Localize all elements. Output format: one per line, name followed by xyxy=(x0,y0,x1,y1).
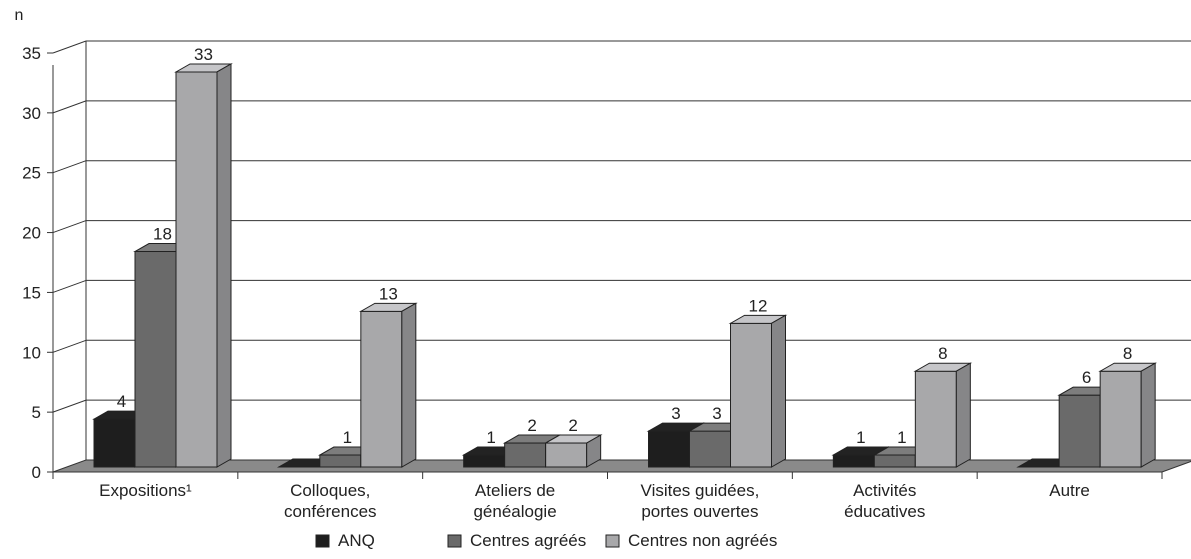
data-label: 6 xyxy=(1082,368,1091,387)
bar xyxy=(648,430,690,468)
bar xyxy=(730,322,772,468)
gridline-diagonal xyxy=(52,339,87,353)
y-tick-label: 30 xyxy=(22,104,41,123)
data-label: 8 xyxy=(1123,344,1132,363)
legend-swatch xyxy=(605,534,620,548)
x-tick-label: Visites guidées, xyxy=(641,481,760,500)
legend-label: Centres non agréés xyxy=(628,531,777,550)
x-tick-label: conférences xyxy=(284,502,377,521)
data-label: 1 xyxy=(856,428,865,447)
gridline-diagonal xyxy=(52,40,87,54)
bar xyxy=(1099,370,1142,468)
gridline-diagonal xyxy=(52,160,87,174)
x-tick-label: Ateliers de xyxy=(475,481,555,500)
x-tick-label: Expositions¹ xyxy=(99,481,192,500)
data-label: 18 xyxy=(153,225,172,244)
bar-side xyxy=(401,302,417,468)
bar-side xyxy=(955,362,971,468)
x-tick-label: portes ouvertes xyxy=(641,502,758,521)
bar xyxy=(873,454,916,468)
data-label: 12 xyxy=(749,296,768,315)
x-tick-label: généalogie xyxy=(473,502,556,521)
gridline-diagonal xyxy=(52,279,87,293)
bar xyxy=(93,418,136,468)
bar xyxy=(319,454,362,468)
bar-side xyxy=(216,63,232,468)
bar-side xyxy=(771,314,786,468)
bar xyxy=(463,454,506,468)
data-label: 33 xyxy=(194,45,213,64)
y-tick-label: 5 xyxy=(32,403,41,422)
data-label: 2 xyxy=(527,416,536,435)
y-tick-label: 20 xyxy=(22,224,41,243)
legend-swatch xyxy=(447,534,462,548)
data-label: 3 xyxy=(712,404,721,423)
gridline-diagonal xyxy=(52,100,87,114)
bar xyxy=(914,370,957,468)
bar xyxy=(504,442,547,468)
legend-label: ANQ xyxy=(338,531,375,550)
y-tick-label: 15 xyxy=(22,283,41,302)
gridline-diagonal xyxy=(52,399,87,413)
data-label: 13 xyxy=(379,284,398,303)
legend-label: Centres agréés xyxy=(470,531,586,550)
x-tick-label: Autre xyxy=(1049,481,1090,500)
data-label: 1 xyxy=(897,428,906,447)
y-tick-label: 25 xyxy=(22,164,41,183)
bar xyxy=(1058,394,1101,468)
x-tick-label: éducatives xyxy=(844,502,925,521)
data-label: 1 xyxy=(486,428,495,447)
bar xyxy=(832,454,875,468)
y-tick-label: 35 xyxy=(22,44,41,63)
bar xyxy=(545,442,588,468)
x-tick-label: Colloques, xyxy=(290,481,370,500)
data-label: 4 xyxy=(117,392,126,411)
bar-side xyxy=(1140,362,1156,468)
bar xyxy=(134,251,177,468)
bar-side xyxy=(586,434,602,468)
data-label: 8 xyxy=(938,344,947,363)
data-label: 2 xyxy=(568,416,577,435)
legend-swatch xyxy=(315,534,330,548)
bar xyxy=(689,430,731,468)
y-tick-label: 0 xyxy=(32,463,41,482)
y-tick-label: 10 xyxy=(22,343,41,362)
data-label: 1 xyxy=(343,428,352,447)
x-tick-label: Activités xyxy=(853,481,916,500)
bar xyxy=(175,71,218,468)
gridline-diagonal xyxy=(52,220,87,234)
data-label: 3 xyxy=(671,404,680,423)
bar xyxy=(360,310,403,468)
y-axis-label: n xyxy=(15,7,24,24)
